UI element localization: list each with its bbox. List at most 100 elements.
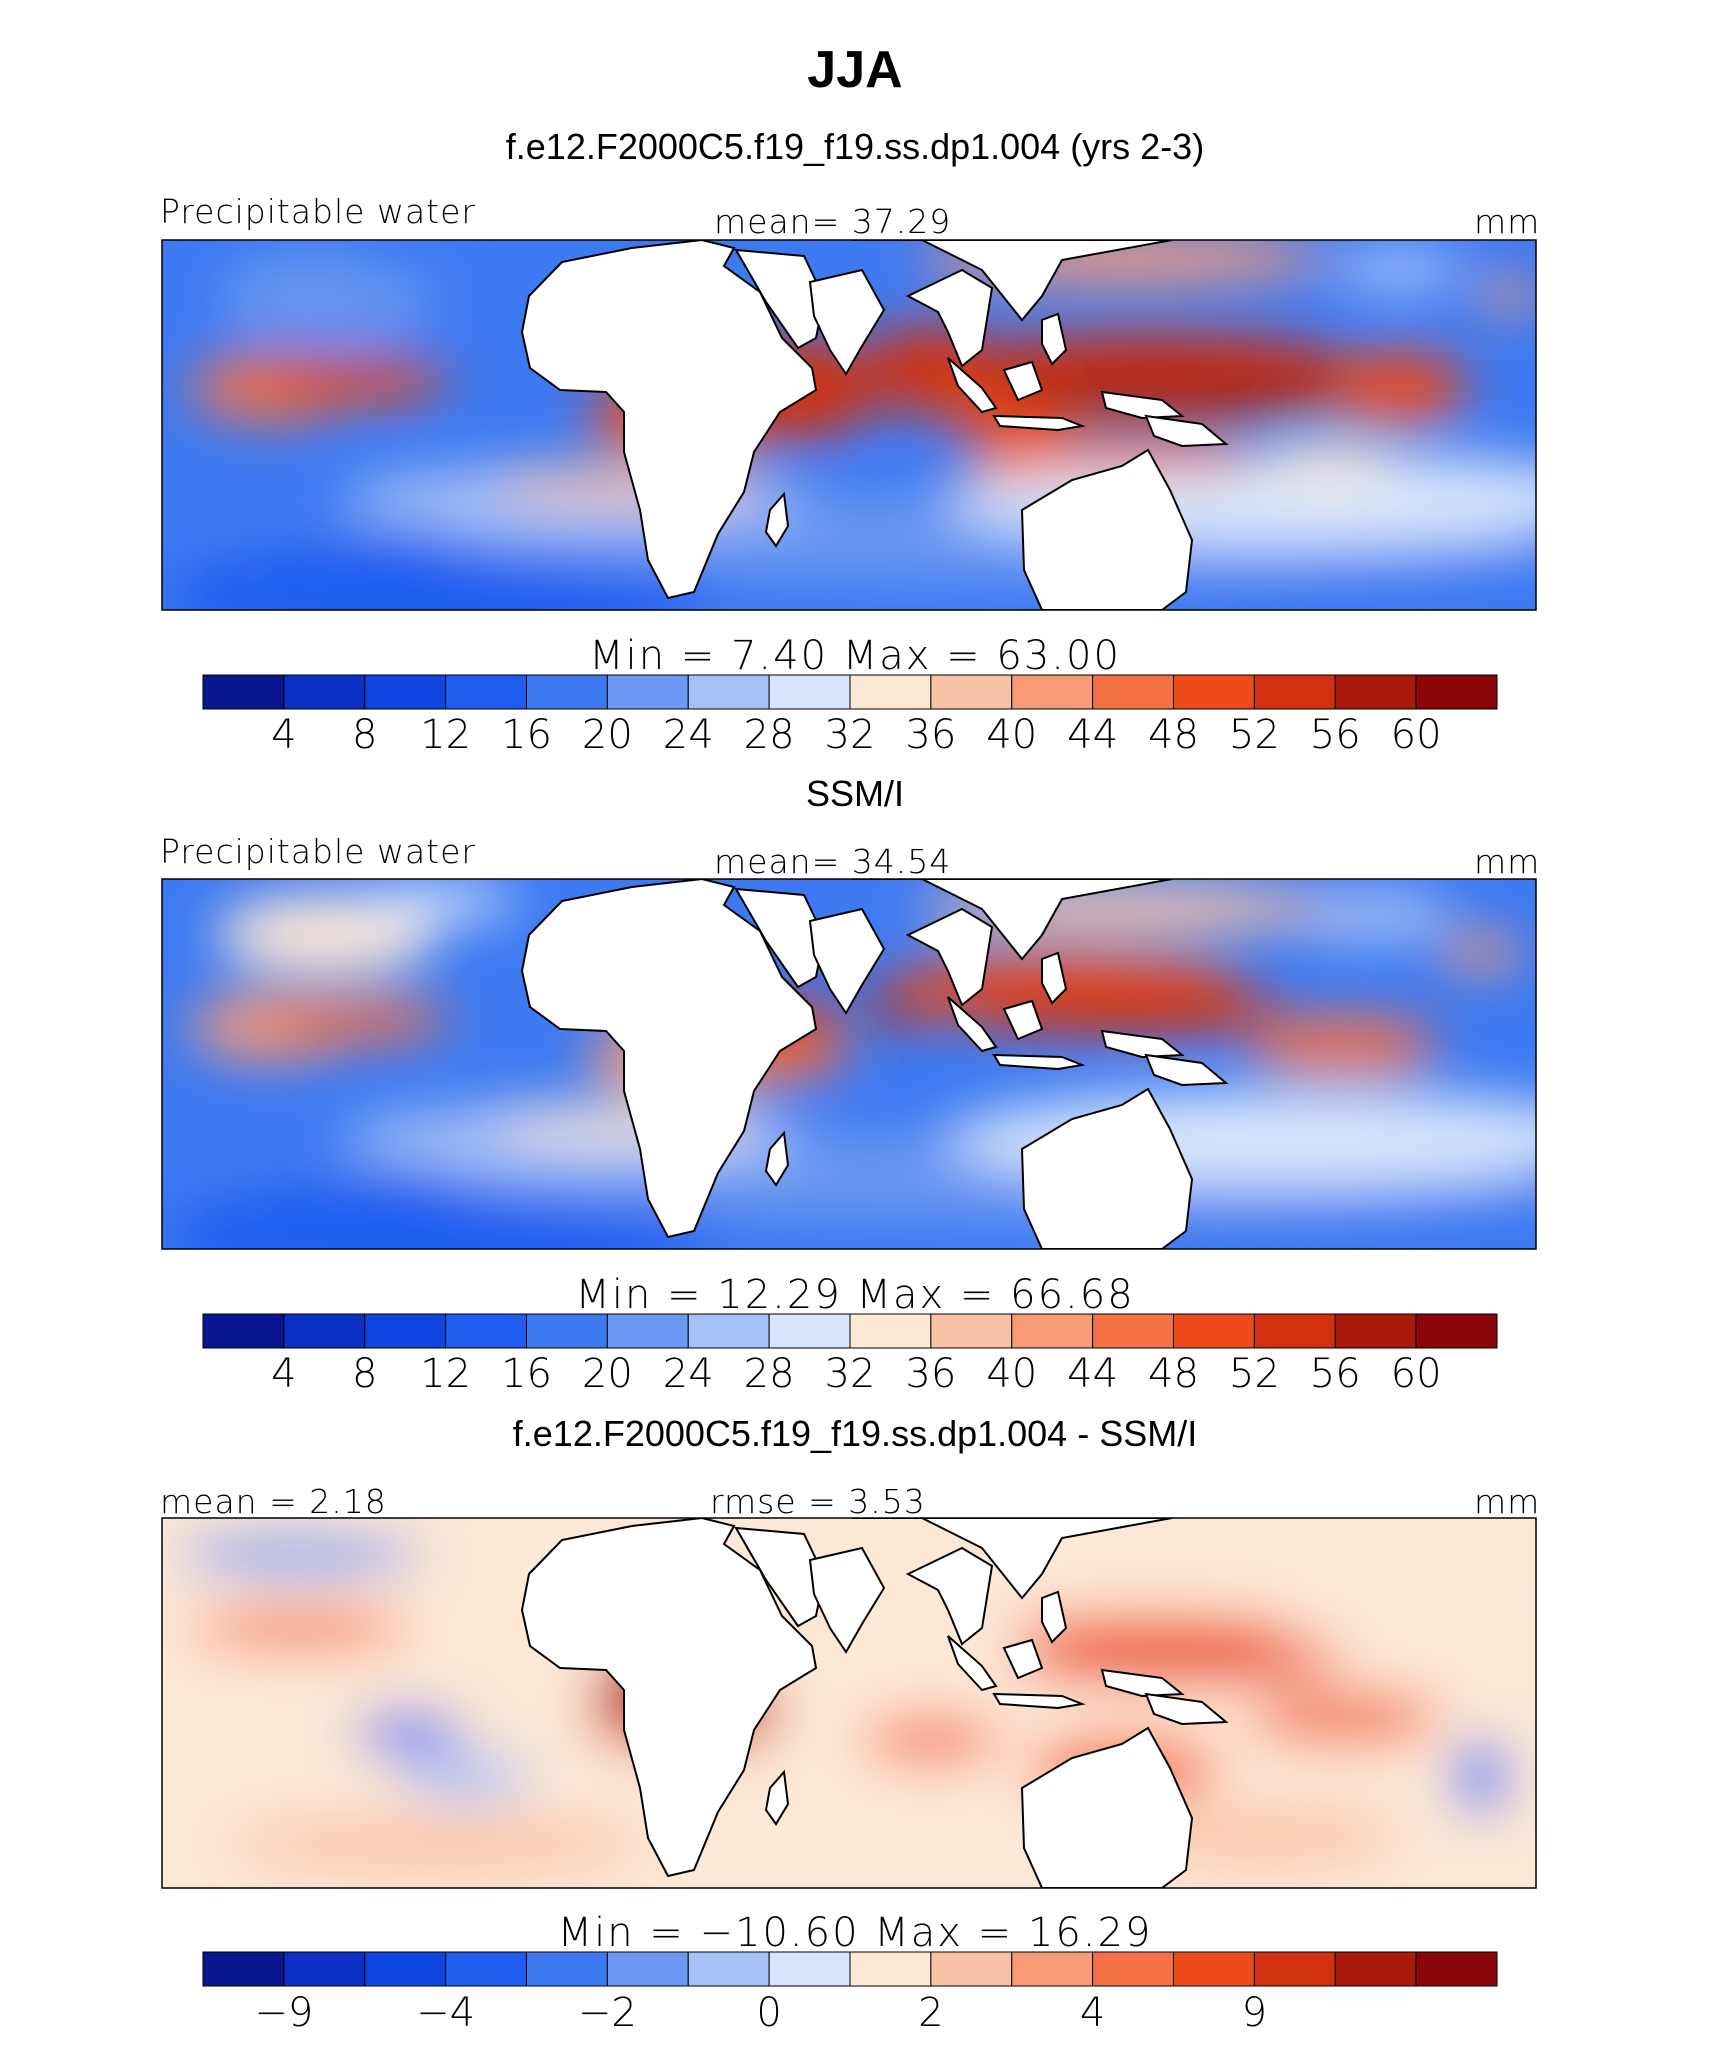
panel-3-colorbar-swatch [445, 1951, 527, 1987]
panel-2-colorbar-tick-label: 60 [1390, 1351, 1442, 1397]
panel-1-colorbar-tick-label: 56 [1309, 712, 1361, 758]
panel-1-colorbar-tick-label: 16 [501, 712, 552, 758]
panel-3-colorbar [202, 1951, 1498, 1987]
panel-3-colorbar-swatch [1173, 1951, 1255, 1987]
panel-2-colorbar-tick-label: 36 [905, 1351, 957, 1397]
panel-3-colorbar-tick-label: 4 [1079, 1990, 1106, 2036]
panel-1-colorbar-tick-label: 20 [581, 712, 633, 758]
panel-1-colorbar-swatch [445, 674, 527, 710]
panel-3-field-blob [1013, 1632, 1344, 1685]
panel-2-minmax: Min = 12.29 Max = 66.68 [575, 1272, 1135, 1318]
panel-3-field-blob [354, 1714, 465, 1752]
panel-3-colorbar-swatch [849, 1951, 932, 1987]
panel-2-field-blob [1247, 1015, 1440, 1076]
panel-1-variable-label: Precipitable water [160, 192, 476, 231]
panel-3-map-frame [161, 1517, 1537, 1889]
panel-1-colorbar-tick-label: 36 [905, 712, 957, 758]
panel-2-mean-label: mean= 34.54 [714, 842, 952, 881]
panel-1-field-blob [1329, 247, 1468, 292]
panel-1-colorbar-swatch [1173, 674, 1255, 710]
panel-1-field-blob [986, 373, 1372, 418]
panel-1-minmax: Min = 7.40 Max = 63.00 [589, 633, 1121, 679]
panel-3-colorbar-swatch [930, 1951, 1013, 1987]
panel-2-colorbar-swatch [1173, 1313, 1255, 1349]
panel-1-colorbar-swatch [364, 674, 447, 710]
panel-2-colorbar-swatch [1092, 1313, 1174, 1349]
panel-2-colorbar-swatch [768, 1313, 851, 1349]
panel-3-colorbar-swatch [1415, 1951, 1498, 1987]
panel-3-field-blob [162, 1518, 1536, 1888]
panel-2-variable-label: Precipitable water [160, 832, 476, 871]
panel-1-colorbar-swatch [930, 674, 1013, 710]
panel-1-colorbar-swatch [849, 674, 932, 710]
panel-3-field-blob [230, 1817, 643, 1870]
panel-3-colorbar-swatch [687, 1951, 770, 1987]
panel-3-field-blob [1013, 1614, 1289, 1644]
panel-2-colorbar-tick-label: 16 [501, 1351, 552, 1397]
panel-2-colorbar-swatch [445, 1313, 527, 1349]
panel-3-colorbar-swatch [283, 1951, 366, 1987]
panel-3-field-blob [1247, 1691, 1440, 1744]
panel-1-colorbar-tick-label: 12 [420, 712, 472, 758]
panel-2-colorbar-tick-label: 44 [1067, 1351, 1119, 1397]
panel-3-minmax: Min = −10.60 Max = 16.29 [557, 1910, 1153, 1956]
panel-2-colorbar-tick-label: 20 [581, 1351, 633, 1397]
panel-1-colorbar-tick-label: 40 [986, 712, 1038, 758]
panel-3-colorbar-swatch [1334, 1951, 1417, 1987]
panel-1-field-blob [1261, 439, 1399, 485]
panel-2-colorbar-tick-label: 48 [1148, 1351, 1199, 1397]
panel-2-map-frame [161, 878, 1537, 1250]
panel-3-colorbar-tick-label: −9 [254, 1990, 314, 2036]
panel-1-colorbar [202, 674, 1498, 710]
panel-1-map-frame [161, 239, 1537, 611]
panel-3-map [162, 1518, 1536, 1888]
panel-2-colorbar-tick-label: 40 [986, 1351, 1038, 1397]
panel-1-colorbar-tick-label: 24 [662, 712, 714, 758]
panel-3-colorbar-swatch [202, 1951, 285, 1987]
panel-1-colorbar-swatch [202, 674, 285, 710]
panel-1-colorbar-swatch [1334, 674, 1417, 710]
panel-1-colorbar-swatch [526, 674, 608, 710]
panel-1-colorbar-tick-label: 44 [1067, 712, 1119, 758]
panel-1-map [162, 240, 1536, 610]
panel-1-colorbar-tick-label: 4 [271, 712, 297, 758]
panel-2-colorbar-swatch [526, 1313, 608, 1349]
panel-2-field-blob [1439, 934, 1523, 972]
panel-3-field-blob [175, 1536, 424, 1574]
panel-2-colorbar-tick-label: 56 [1309, 1351, 1361, 1397]
panel-1-title: f.e12.F2000C5.f19_f19.ss.dp1.004 (yrs 2-… [505, 126, 1205, 167]
panel-3-field-blob [1123, 1810, 1399, 1863]
panel-3-colorbar-tick-label: −4 [416, 1990, 476, 2036]
panel-2-colorbar-swatch [849, 1313, 932, 1349]
panel-3-field-blob [395, 1754, 533, 1800]
panel-3-field-blob [1453, 1740, 1509, 1814]
panel-3-mean-label: mean = 2.18 [160, 1482, 387, 1521]
panel-3-colorbar-tick-label: 2 [918, 1990, 944, 2036]
panel-2-colorbar-swatch [202, 1313, 285, 1349]
panel-2-field-blob [1288, 890, 1454, 942]
panel-1-colorbar-tick-label: 28 [743, 712, 795, 758]
panel-3-colorbar-swatch [364, 1951, 447, 1987]
panel-3-colorbar-tick-label: −2 [577, 1990, 637, 2036]
panel-2-colorbar-tick-label: 52 [1228, 1351, 1280, 1397]
panel-3-field-blob [189, 1610, 410, 1648]
panel-1-colorbar-tick-label: 48 [1148, 712, 1199, 758]
panel-2-colorbar-swatch [364, 1313, 447, 1349]
panel-2-colorbar-tick-label: 4 [271, 1351, 297, 1397]
panel-2-colorbar-tick-label: 12 [420, 1351, 472, 1397]
panel-1-field-blob [258, 358, 451, 403]
panel-2-colorbar-tick-label: 28 [743, 1351, 795, 1397]
panel-2-colorbar-tick-label: 8 [352, 1351, 378, 1397]
panel-3-colorbar-tick-label: 0 [756, 1990, 782, 2036]
panel-3-units-label: mm [1474, 1482, 1541, 1521]
panel-2-map [162, 879, 1536, 1249]
panel-2-units-label: mm [1474, 842, 1541, 881]
panel-1-colorbar-tick-label: 32 [824, 712, 876, 758]
panel-2-colorbar-swatch [1415, 1313, 1498, 1349]
panel-2-colorbar-swatch [1334, 1313, 1417, 1349]
panel-1-colorbar-swatch [1011, 674, 1094, 710]
panel-1-colorbar-swatch [768, 674, 851, 710]
panel-2-colorbar-swatch [687, 1313, 770, 1349]
panel-1-colorbar-swatch [606, 674, 689, 710]
panel-1-field-blob [1329, 351, 1468, 425]
